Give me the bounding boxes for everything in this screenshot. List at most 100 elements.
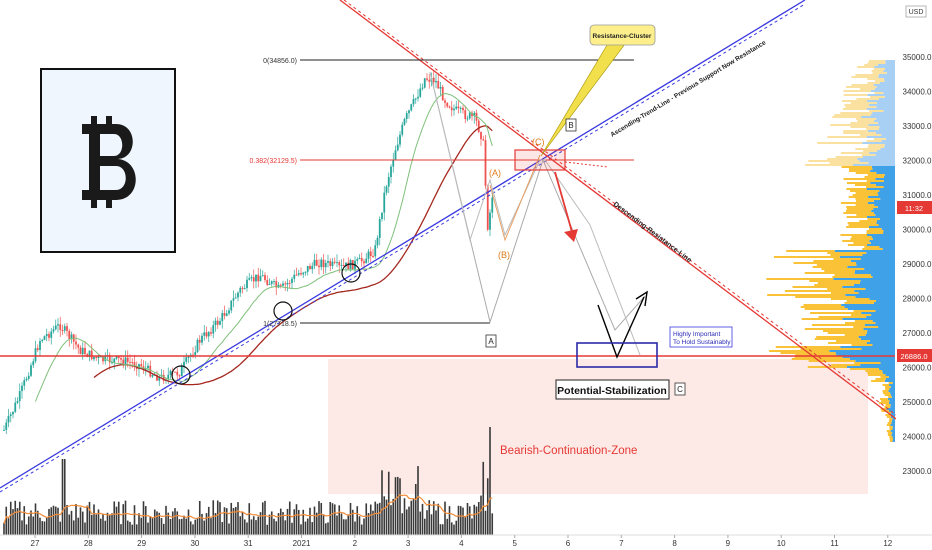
vp-blue-bin — [870, 242, 895, 244]
candle-body — [349, 260, 352, 270]
vp-yellow-bin — [855, 148, 881, 150]
volume-bar — [277, 513, 280, 535]
volume-bar — [99, 518, 102, 535]
vp-blue-bin — [871, 236, 895, 238]
volume-bar — [309, 507, 311, 535]
candle-body — [286, 282, 289, 285]
candle-body — [318, 265, 320, 268]
vp-yellow-bin — [853, 310, 876, 312]
vp-yellow-bin — [849, 170, 871, 172]
volume-bar — [435, 510, 437, 535]
volume-bar — [419, 511, 422, 535]
candle-body — [295, 274, 298, 276]
candle-body — [480, 132, 482, 140]
candle-body — [417, 96, 419, 99]
vp-blue-bin — [879, 368, 895, 370]
volume-bar — [471, 518, 473, 535]
volume-bar — [291, 522, 293, 535]
vp-yellow-bin — [812, 324, 865, 326]
volume-bar — [113, 501, 116, 535]
volume-bar — [477, 502, 480, 535]
candle-body — [205, 332, 208, 337]
vp-yellow-bin — [855, 198, 881, 200]
volume-bar — [270, 511, 273, 535]
candle-body — [183, 361, 185, 367]
price-tick-label: 30000.0 — [903, 226, 932, 235]
vp-yellow-bin — [859, 88, 875, 90]
scenario-path-2 — [429, 71, 641, 356]
candle-body — [115, 355, 118, 359]
candle-body — [212, 325, 215, 334]
candle-body — [169, 370, 172, 375]
volume-bar — [273, 518, 275, 535]
vp-blue-bin — [866, 188, 895, 190]
volume-bar — [153, 509, 156, 535]
candle-body — [450, 107, 453, 111]
volume-bar — [167, 512, 170, 535]
vp-yellow-bin — [816, 336, 859, 338]
volume-bar — [180, 518, 183, 535]
vp-blue-bin — [869, 240, 895, 242]
volume-bar — [241, 511, 244, 535]
vp-blue-bin — [877, 192, 895, 194]
volume-bar — [192, 524, 194, 535]
vp-yellow-bin — [847, 244, 868, 246]
vp-yellow-bin — [884, 406, 891, 408]
volume-bar — [329, 501, 332, 535]
vp-blue-bin — [883, 186, 895, 188]
volume-bar — [25, 524, 28, 535]
price-tick-label: 27000.0 — [903, 329, 932, 338]
candle-body — [108, 355, 111, 363]
volume-bar — [246, 522, 248, 535]
time-tick-label: 31 — [244, 539, 253, 548]
vp-blue-bin — [840, 346, 895, 348]
volume-bar — [446, 518, 449, 535]
wave-label-paren-A: (A) — [489, 168, 501, 178]
vp-blue-bin — [891, 396, 895, 398]
volume-bar — [203, 520, 206, 535]
volume-bar — [106, 512, 109, 535]
volume-bar — [12, 509, 14, 535]
vp-yellow-bin — [840, 234, 868, 236]
vp-blue-bin — [877, 206, 895, 208]
candle-body — [77, 344, 80, 348]
vp-blue-bin — [850, 260, 895, 262]
vp-blue-bin — [835, 352, 895, 354]
bearish-zone-label: Bearish-Continuation-Zone — [500, 445, 637, 457]
vp-yellow-bin — [830, 254, 863, 256]
vp-blue-bin — [875, 132, 895, 134]
volume-bar — [162, 523, 165, 535]
volume-bar — [171, 511, 174, 535]
vp-blue-bin — [869, 152, 895, 154]
volume-bar — [327, 522, 329, 535]
candle-body — [297, 273, 300, 275]
volume-bar — [68, 514, 71, 535]
vp-blue-bin — [890, 414, 895, 416]
vp-yellow-bin — [889, 428, 893, 430]
volume-bar — [322, 514, 325, 535]
vp-blue-bin — [877, 64, 895, 66]
volume-bar — [93, 504, 95, 535]
vp-yellow-bin — [889, 426, 893, 428]
candle-body — [250, 277, 253, 279]
candle-body — [198, 339, 201, 343]
vp-blue-bin — [891, 412, 895, 414]
vp-yellow-bin — [867, 78, 884, 80]
vp-blue-bin — [867, 202, 895, 204]
volume-bar — [239, 516, 242, 535]
vp-yellow-bin — [884, 394, 891, 396]
vp-blue-bin — [870, 170, 895, 172]
vp-blue-bin — [877, 122, 895, 124]
volume-profile — [766, 60, 895, 442]
vp-yellow-bin — [851, 76, 879, 78]
potential-stabilization-box — [555, 379, 670, 400]
vp-blue-bin — [892, 438, 895, 440]
candle-body — [486, 185, 489, 230]
vp-blue-bin — [883, 70, 895, 72]
volume-bar — [324, 523, 327, 535]
candle-body — [221, 313, 224, 322]
vp-yellow-bin — [845, 322, 876, 324]
vp-yellow-bin — [847, 222, 877, 224]
descending-resistance-line-dash — [343, 0, 932, 443]
